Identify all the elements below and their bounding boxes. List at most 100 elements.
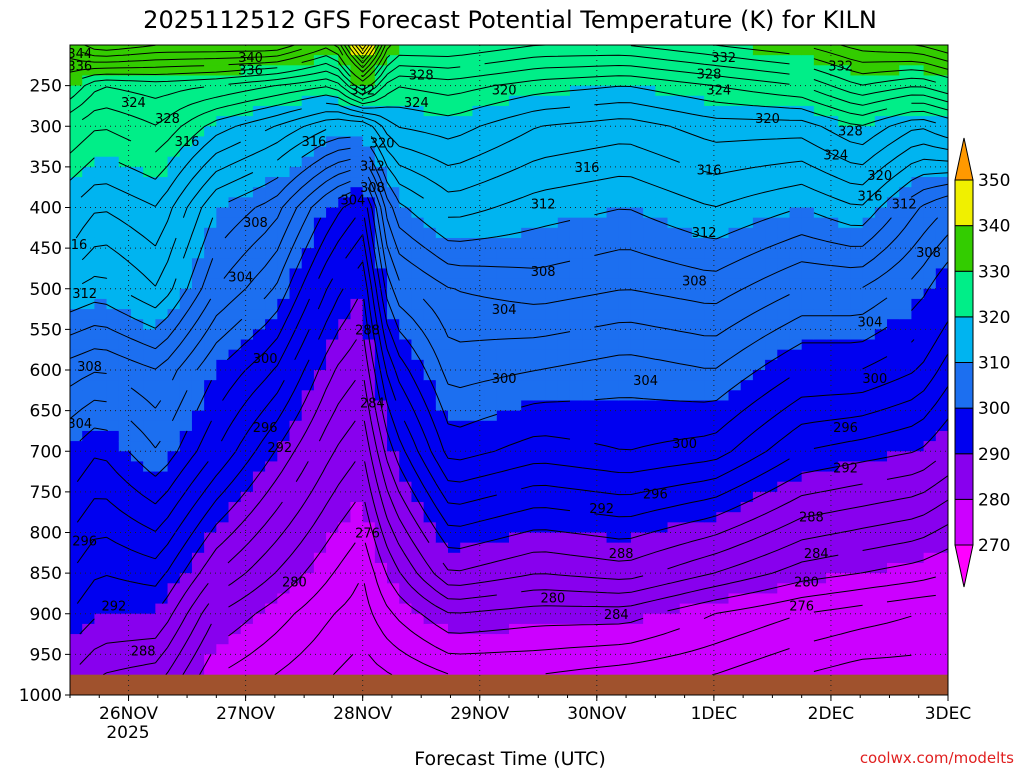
- theta-cell: [338, 613, 352, 625]
- theta-cell: [204, 45, 217, 56]
- theta-cell: [240, 552, 254, 564]
- theta-cell: [387, 644, 400, 655]
- theta-cell: [801, 481, 815, 493]
- theta-cell: [82, 400, 95, 412]
- theta-cell: [862, 613, 876, 625]
- theta-cell: [594, 136, 608, 148]
- theta-cell: [350, 654, 364, 666]
- theta-cell: [143, 298, 156, 310]
- theta-cell: [70, 512, 83, 523]
- theta-cell: [777, 583, 791, 595]
- theta-cell: [533, 573, 547, 584]
- theta-cell: [448, 166, 461, 178]
- theta-cell: [509, 85, 522, 97]
- theta-cell: [509, 593, 522, 605]
- theta-cell: [155, 613, 169, 625]
- theta-cell: [594, 532, 608, 544]
- theta-cell: [887, 156, 900, 168]
- theta-cell: [740, 664, 754, 676]
- theta-cell: [887, 562, 900, 574]
- y-tick-label: 750: [30, 483, 62, 503]
- theta-cell: [874, 309, 888, 320]
- theta-cell: [289, 258, 303, 270]
- theta-cell: [704, 623, 717, 635]
- theta-cell: [826, 248, 839, 259]
- theta-cell: [704, 278, 717, 290]
- theta-cell: [387, 430, 400, 442]
- theta-cell: [606, 319, 620, 330]
- theta-cell: [618, 105, 632, 117]
- theta-cell: [521, 237, 534, 249]
- theta-cell: [472, 309, 486, 320]
- theta-cell: [313, 522, 327, 534]
- theta-cell: [813, 380, 827, 391]
- contour-line-344: [355, 45, 370, 55]
- theta-cell: [655, 207, 669, 219]
- theta-cell: [252, 461, 266, 473]
- theta-cell: [935, 491, 948, 503]
- theta-cell: [277, 522, 291, 534]
- theta-cell: [155, 248, 169, 259]
- theta-cell: [838, 410, 852, 422]
- theta-cell: [82, 603, 95, 615]
- theta-cell: [728, 65, 742, 77]
- theta-cell: [289, 532, 303, 544]
- theta-cell: [362, 613, 376, 625]
- theta-cell: [106, 55, 120, 66]
- theta-cell: [179, 65, 193, 77]
- theta-cell: [740, 634, 754, 645]
- theta-cell: [594, 654, 608, 666]
- theta-cell: [765, 156, 778, 168]
- theta-cell: [935, 207, 948, 219]
- theta-cell: [838, 248, 852, 259]
- theta-cell: [838, 644, 852, 655]
- theta-cell: [801, 441, 815, 452]
- theta-cell: [435, 451, 449, 463]
- theta-cell: [826, 207, 839, 219]
- contour-line-278: [228, 542, 936, 669]
- theta-cell: [899, 349, 913, 361]
- theta-cell: [765, 512, 778, 523]
- theta-cell: [228, 502, 242, 513]
- theta-cell: [716, 664, 730, 676]
- theta-cell: [655, 329, 669, 341]
- theta-cell: [448, 45, 461, 56]
- theta-cell: [326, 593, 339, 605]
- theta-cell: [740, 400, 754, 412]
- theta-cell: [265, 573, 278, 584]
- theta-cell: [216, 349, 230, 361]
- theta-cell: [813, 359, 827, 371]
- theta-cell: [606, 55, 620, 66]
- contour-label: 320: [755, 112, 780, 127]
- theta-cell: [630, 339, 644, 351]
- theta-cell: [850, 339, 864, 351]
- theta-cell: [423, 146, 437, 158]
- theta-cell: [533, 258, 547, 270]
- theta-cell: [655, 85, 669, 97]
- theta-cell: [618, 583, 632, 595]
- theta-cell: [228, 248, 242, 259]
- theta-cell: [911, 481, 925, 493]
- theta-cell: [643, 400, 656, 412]
- theta-cell: [667, 136, 681, 148]
- theta-cell: [326, 461, 339, 473]
- theta-cell: [423, 166, 437, 178]
- theta-cell: [509, 481, 522, 493]
- theta-cell: [374, 542, 388, 554]
- theta-cell: [350, 532, 364, 544]
- theta-cell: [326, 65, 339, 77]
- theta-cell: [813, 288, 827, 300]
- theta-cell: [460, 471, 474, 483]
- theta-cell: [228, 370, 242, 381]
- theta-cell: [874, 65, 888, 77]
- theta-cell: [655, 471, 669, 483]
- theta-cell: [533, 664, 547, 676]
- theta-cell: [423, 603, 437, 615]
- contour-line-300: [79, 191, 948, 477]
- theta-cell: [740, 370, 754, 381]
- theta-cell: [789, 400, 803, 412]
- theta-cell: [313, 126, 327, 138]
- theta-cell: [740, 95, 754, 107]
- theta-cell: [826, 349, 839, 361]
- theta-cell: [606, 278, 620, 290]
